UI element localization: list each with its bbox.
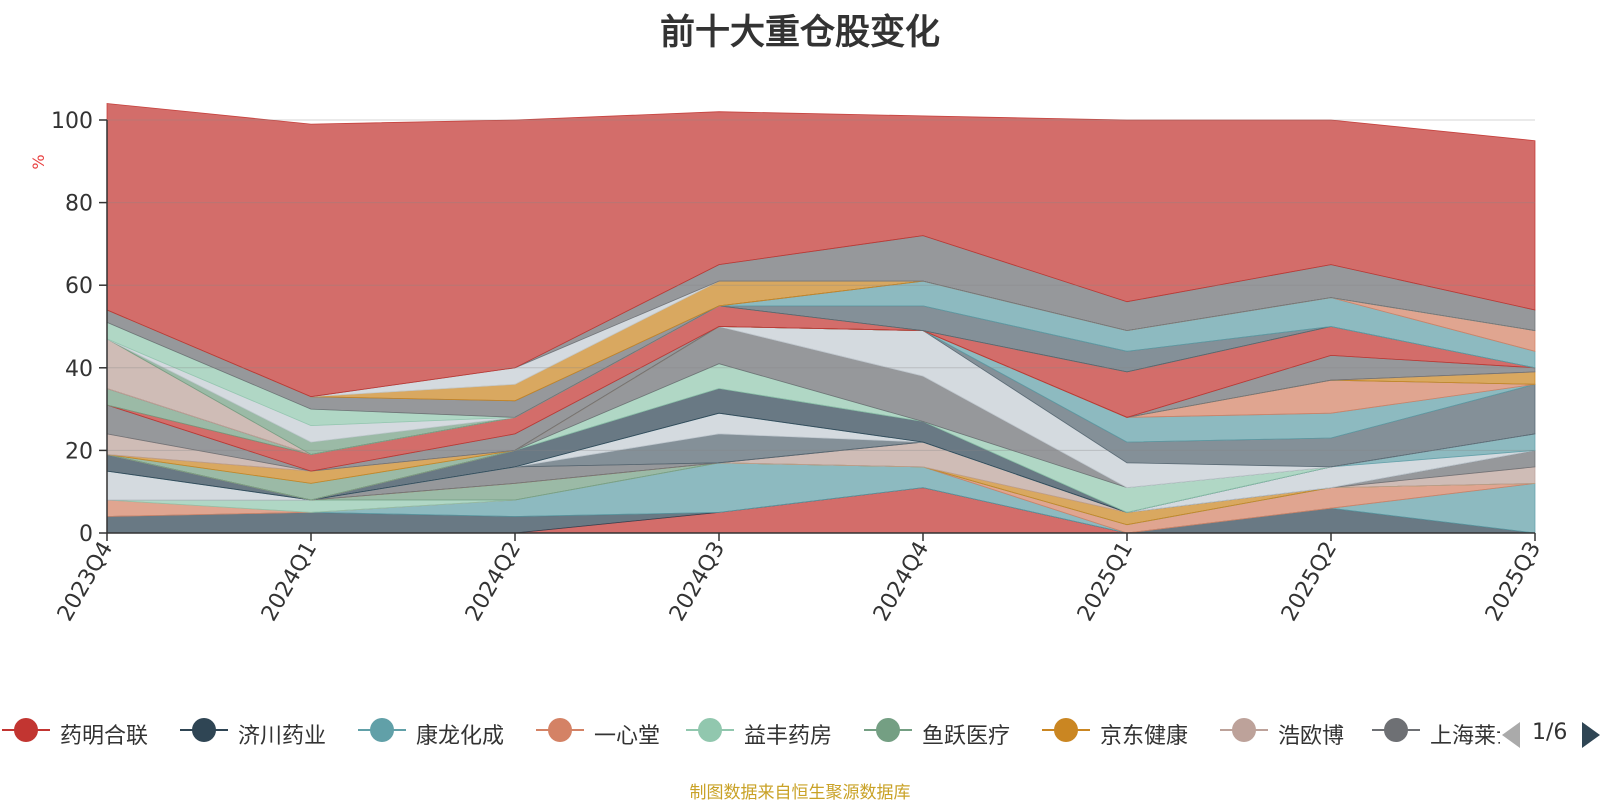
legend-label: 上海莱士 <box>1430 724 1500 749</box>
y-tick-label-2: 40 <box>65 357 93 382</box>
x-tick-label-0: 2023Q4 <box>53 538 118 626</box>
y-tick-label-1: 20 <box>65 439 93 464</box>
series-layer <box>106 103 1536 534</box>
y-tick-label-3: 60 <box>65 274 93 299</box>
y-tick-label-0: 0 <box>79 522 93 547</box>
legend-marker-icon <box>2 718 50 742</box>
legend-marker-icon <box>686 718 734 742</box>
legend-marker-icon <box>864 718 912 742</box>
legend-prev-page-icon[interactable] <box>1500 720 1524 750</box>
legend-label: 京东健康 <box>1100 724 1189 749</box>
legend-marker-icon <box>180 718 228 742</box>
legend-label: 济川药业 <box>238 724 327 749</box>
legend-marker-icon <box>536 718 584 742</box>
x-tick-label-6: 2025Q2 <box>1277 538 1342 626</box>
legend-label: 浩欧博 <box>1278 724 1345 749</box>
y-axis-label: % <box>29 154 48 169</box>
legend-label: 一心堂 <box>594 724 661 749</box>
legend-marker-icon <box>1220 718 1268 742</box>
x-tick-label-7: 2025Q3 <box>1481 538 1546 626</box>
legend: 药明合联 济川药业 康龙化成 一心堂 益丰药房 鱼跃医疗 京东健康 浩欧博 上海莱士 <box>0 712 1500 752</box>
legend-label: 益丰药房 <box>744 724 833 749</box>
legend-label: 药明合联 <box>60 724 149 749</box>
legend-next-page-icon[interactable] <box>1578 720 1600 750</box>
x-tick-label-2: 2024Q2 <box>461 538 526 626</box>
data-source-note: 制图数据来自恒生聚源数据库 <box>689 783 911 803</box>
x-tick-label-4: 2024Q4 <box>869 538 934 626</box>
x-tick-label-1: 2024Q1 <box>257 538 322 626</box>
legend-pager: 1/6 <box>1500 718 1600 752</box>
legend-page-indicator: 1/6 <box>1532 720 1568 745</box>
legend-marker-icon <box>358 718 406 742</box>
legend-marker-icon <box>1042 718 1090 742</box>
legend-label: 鱼跃医疗 <box>922 724 1011 749</box>
x-tick-label-3: 2024Q3 <box>665 538 730 626</box>
x-tick-label-5: 2025Q1 <box>1073 538 1138 626</box>
y-tick-label-5: 100 <box>51 109 93 134</box>
legend-marker-icon <box>1372 718 1420 742</box>
legend-label: 康龙化成 <box>416 724 505 749</box>
chart-title: 前十大重仓股变化 <box>659 13 940 53</box>
y-tick-label-4: 80 <box>65 192 93 217</box>
area-series-36 <box>106 103 1536 398</box>
grid-layer <box>107 119 1535 451</box>
